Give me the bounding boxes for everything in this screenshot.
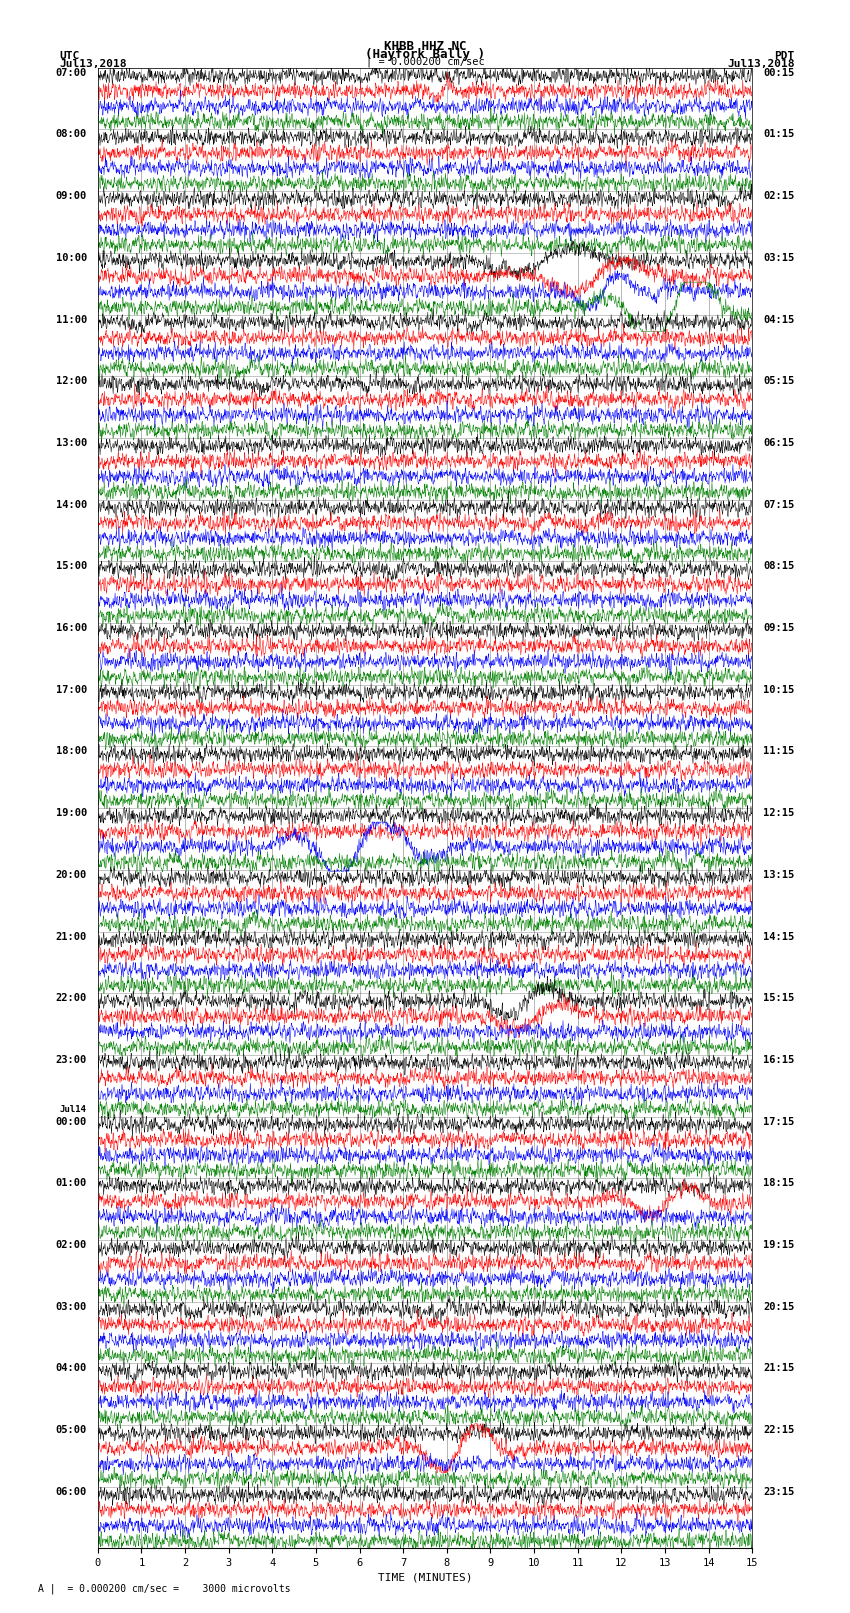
Text: 12:15: 12:15	[763, 808, 795, 818]
Text: 13:15: 13:15	[763, 869, 795, 879]
Text: 16:00: 16:00	[55, 623, 87, 632]
Text: 06:15: 06:15	[763, 439, 795, 448]
Text: 23:15: 23:15	[763, 1487, 795, 1497]
Text: 12:00: 12:00	[55, 376, 87, 386]
Text: 18:15: 18:15	[763, 1177, 795, 1189]
Text: 07:15: 07:15	[763, 500, 795, 510]
Text: Jul14: Jul14	[60, 1105, 87, 1115]
Text: 15:15: 15:15	[763, 994, 795, 1003]
Text: 19:00: 19:00	[55, 808, 87, 818]
Text: 02:15: 02:15	[763, 192, 795, 202]
Text: 22:00: 22:00	[55, 994, 87, 1003]
Text: 03:00: 03:00	[55, 1302, 87, 1311]
Text: 14:00: 14:00	[55, 500, 87, 510]
Text: 21:15: 21:15	[763, 1363, 795, 1373]
Text: 04:15: 04:15	[763, 315, 795, 324]
Text: PDT: PDT	[774, 50, 795, 61]
Text: 02:00: 02:00	[55, 1240, 87, 1250]
Text: 01:00: 01:00	[55, 1177, 87, 1189]
Text: 08:15: 08:15	[763, 561, 795, 571]
Text: 19:15: 19:15	[763, 1240, 795, 1250]
Text: 09:00: 09:00	[55, 192, 87, 202]
Text: 00:15: 00:15	[763, 68, 795, 77]
Text: 05:15: 05:15	[763, 376, 795, 386]
Text: 05:00: 05:00	[55, 1426, 87, 1436]
Text: 18:00: 18:00	[55, 747, 87, 756]
Text: (Hayfork Bally ): (Hayfork Bally )	[365, 48, 485, 61]
Text: 22:15: 22:15	[763, 1426, 795, 1436]
Text: 15:00: 15:00	[55, 561, 87, 571]
Text: Jul13,2018: Jul13,2018	[728, 58, 795, 69]
Text: 13:00: 13:00	[55, 439, 87, 448]
Text: 17:15: 17:15	[763, 1116, 795, 1126]
Text: 17:00: 17:00	[55, 686, 87, 695]
Text: 03:15: 03:15	[763, 253, 795, 263]
Text: 20:00: 20:00	[55, 869, 87, 879]
Text: 01:15: 01:15	[763, 129, 795, 139]
Text: 23:00: 23:00	[55, 1055, 87, 1065]
Text: 16:15: 16:15	[763, 1055, 795, 1065]
Text: 09:15: 09:15	[763, 623, 795, 632]
X-axis label: TIME (MINUTES): TIME (MINUTES)	[377, 1573, 473, 1582]
Text: 21:00: 21:00	[55, 932, 87, 942]
Text: 10:15: 10:15	[763, 686, 795, 695]
Text: 06:00: 06:00	[55, 1487, 87, 1497]
Text: 10:00: 10:00	[55, 253, 87, 263]
Text: 04:00: 04:00	[55, 1363, 87, 1373]
Text: 07:00: 07:00	[55, 68, 87, 77]
Text: UTC: UTC	[60, 50, 80, 61]
Text: KHBB HHZ NC: KHBB HHZ NC	[383, 40, 467, 53]
Text: 11:00: 11:00	[55, 315, 87, 324]
Text: 11:15: 11:15	[763, 747, 795, 756]
Text: 00:00: 00:00	[55, 1116, 87, 1126]
Text: 14:15: 14:15	[763, 932, 795, 942]
Text: 20:15: 20:15	[763, 1302, 795, 1311]
Text: 08:00: 08:00	[55, 129, 87, 139]
Text: Jul13,2018: Jul13,2018	[60, 58, 127, 69]
Text: A |  = 0.000200 cm/sec =    3000 microvolts: A | = 0.000200 cm/sec = 3000 microvolts	[38, 1582, 291, 1594]
Text: | = 0.000200 cm/sec: | = 0.000200 cm/sec	[366, 56, 484, 68]
